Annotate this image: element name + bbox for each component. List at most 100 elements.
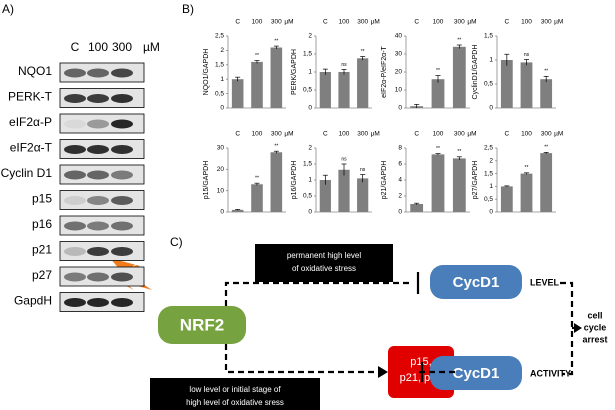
category-label: C [414,131,419,138]
y-tick-label: 10 [217,187,225,194]
y-tick-label: 1,5 [484,170,493,177]
y-tick-label: 0 [398,209,402,216]
blot-band [64,247,86,256]
category-label: 100 [433,19,444,26]
y-tick-label: 0 [308,105,312,112]
y-tick-label: 0,5 [484,81,493,88]
y-axis-title: NQO1/GAPDH [203,49,210,96]
category-label: 300 [357,131,368,138]
significance-label: ns [341,156,347,162]
blot-band [111,119,133,129]
cycd1-node [430,265,522,299]
y-tick-label: 30 [217,145,225,152]
y-tick-label: 10 [395,87,403,94]
category-label: 300 [271,131,282,138]
bar [319,180,331,212]
y-tick-label: 1 [220,76,224,83]
bar [231,209,244,212]
blot-band [87,196,109,205]
y-tick-label: 8 [398,145,402,152]
high-stress-box [255,244,393,282]
bar [431,154,445,212]
bar [540,153,553,212]
y-tick-label: 0,5 [484,196,493,203]
category-label: 300 [541,19,552,26]
y-tick-label: 1 [489,57,493,64]
significance-label: ** [274,38,278,44]
category-label: 300 [454,131,465,138]
y-axis-title: p16/GAPDH [291,161,298,200]
activity-label: ACTIVITY [530,368,571,378]
category-label: 300 [454,19,465,26]
y-axis-title: p15/GAPDH [203,161,210,200]
blot-label: PERK-T [8,90,53,104]
blot-label: p21 [32,243,52,257]
diagram: stress NRF2 permanent high level of oxid… [108,244,608,410]
cycd1-label: CycD1 [453,365,500,382]
bar [520,62,533,108]
high-stress-text: permanent high level [287,251,361,260]
category-label: 300 [271,19,282,26]
y-axis-title: p27/GAPDH [472,161,479,200]
arrowhead [574,323,582,333]
y-tick-label: 1,5 [215,62,224,69]
y-tick-label: 2,5 [215,33,224,40]
bar [357,178,369,212]
y-tick-label: 0 [489,105,493,112]
blot-label: eIF2α-P [9,115,52,129]
blot-band [64,298,86,307]
y-axis-title: eIF2α-P/eIF2α-T [381,45,388,97]
panel-label: A) [2,2,14,16]
significance-label: ** [525,165,529,171]
outcome-label: cycle [584,322,607,332]
category-label: 300 [541,131,552,138]
unit-label: µM [284,19,293,26]
blot-band [64,272,86,282]
category-label: C [235,19,240,26]
y-tick-label: 0,5 [215,90,224,97]
blot-band [64,145,86,154]
bar [410,204,424,212]
blot-band [111,272,133,282]
arrow [224,344,380,374]
significance-label: ** [255,53,259,59]
low-stress-text: low level or initial stage of [189,385,281,394]
blot-band [111,94,133,103]
blot-label: p15 [32,192,52,206]
blot-label: eIF2α-T [10,141,53,155]
blot-band [111,298,133,307]
blot-label: NQO1 [18,64,52,78]
significance-label: ** [436,68,440,74]
stress-bolt [108,258,152,290]
category-label: C [504,131,509,138]
y-tick-label: 30 [395,51,403,58]
inhibitor-label: p15, [410,356,431,368]
y-tick-label: 1,5 [484,33,493,40]
y-tick-label: 40 [395,33,403,40]
significance-label: ** [457,37,461,43]
category-label: C [323,19,328,26]
bar [251,61,263,108]
bar [231,79,244,108]
unit-label: µM [371,131,380,138]
y-tick-label: 1 [489,183,493,190]
unit-label: µM [371,19,380,26]
y-axis-title: CyclinD1/GAPDH [472,45,479,100]
y-tick-label: 1,5 [303,51,312,58]
category-label: 100 [339,19,350,26]
y-tick-label: 0 [220,105,224,112]
blot-band [64,94,86,103]
significance-label: ns [360,167,366,173]
y-tick-label: 0 [220,209,224,216]
blot-band [111,221,133,231]
category-label: 100 [339,131,350,138]
blot-band [87,119,109,129]
level-label: LEVEL [530,277,560,287]
blot-band [64,196,86,205]
category-label: C [323,131,328,138]
category-label: C [414,19,419,26]
blot-band [64,68,86,78]
blot-band [64,170,86,180]
y-tick-label: 2,5 [484,145,493,152]
bar [452,46,466,108]
